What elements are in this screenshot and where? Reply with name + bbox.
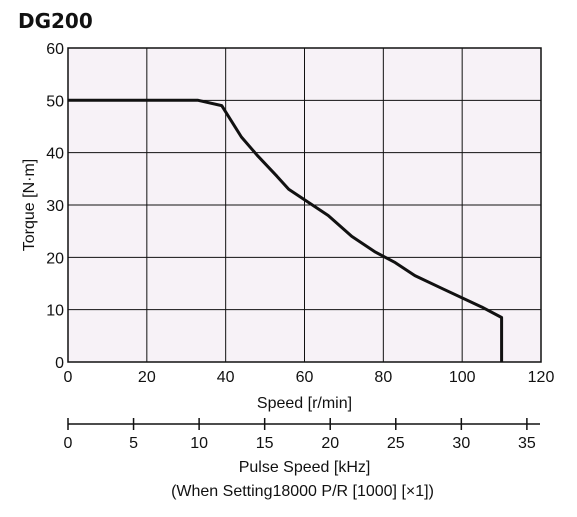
x-tick-label: 60	[296, 369, 314, 386]
x-axis-label: Speed [r/min]	[257, 395, 352, 412]
y-tick-label: 50	[46, 93, 64, 110]
pulse-tick-label: 30	[452, 435, 470, 452]
x-tick-label: 0	[64, 369, 73, 386]
pulse-speed-label: Pulse Speed [kHz]	[239, 459, 371, 476]
pulse-tick-label: 15	[256, 435, 274, 452]
x-tick-label: 40	[217, 369, 235, 386]
pulse-tick-label: 25	[387, 435, 405, 452]
torque-curve-line	[68, 98, 504, 362]
x-tick-label: 120	[528, 369, 555, 386]
pulse-tick-label: 35	[518, 435, 536, 452]
x-tick-label: 100	[449, 369, 476, 386]
y-axis-ticks: 0 10 20 30 40 50 60	[46, 41, 64, 372]
plot-frame	[67, 47, 542, 363]
chart-title: DG200	[18, 9, 93, 33]
y-tick-label: 20	[46, 250, 64, 267]
x-tick-label: 80	[374, 369, 392, 386]
x-axis-ticks: 0 20 40 60 80 100 120	[64, 369, 555, 386]
x-tick-label: 20	[138, 369, 156, 386]
y-tick-label: 30	[46, 198, 64, 215]
pulse-speed-setting-label: (When Setting18000 P/R [1000] [×1])	[171, 483, 434, 500]
y-tick-label: 60	[46, 41, 64, 58]
pulse-tick-label: 20	[321, 435, 339, 452]
pulse-tick-label: 0	[64, 435, 73, 452]
pulse-tick-label: 5	[129, 435, 138, 452]
y-tick-label: 40	[46, 146, 64, 163]
y-tick-label: 10	[46, 303, 64, 320]
y-tick-label: 0	[55, 355, 64, 372]
y-axis-label: Torque [N·m]	[21, 159, 38, 251]
pulse-speed-axis: 0 5 10 15 20 25 30 35	[64, 418, 540, 452]
pulse-tick-label: 10	[190, 435, 208, 452]
